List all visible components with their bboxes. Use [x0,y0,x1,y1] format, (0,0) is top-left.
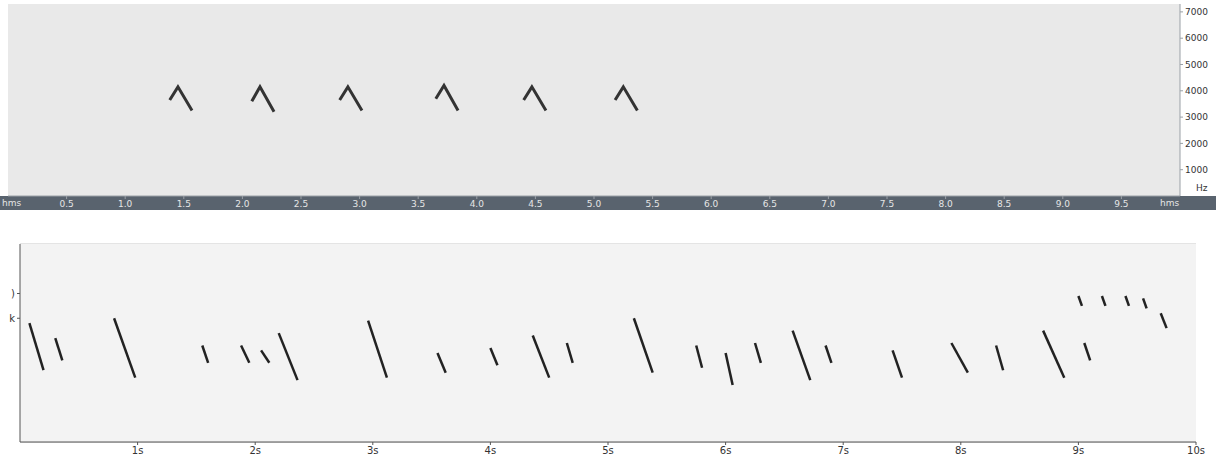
svg-text:7.0: 7.0 [821,199,836,209]
svg-text:5s: 5s [602,445,614,456]
svg-text:): ) [11,288,15,299]
svg-text:8.0: 8.0 [938,199,953,209]
svg-text:6000: 6000 [1185,33,1208,43]
svg-text:6s: 6s [720,445,732,456]
svg-text:4.5: 4.5 [528,199,542,209]
svg-text:9s: 9s [1073,445,1085,456]
html-text:hms: hms [1160,198,1180,208]
svg-text:2.5: 2.5 [294,199,308,209]
svg-text:8.5: 8.5 [997,199,1011,209]
svg-text:k: k [9,313,15,324]
svg-text:8s: 8s [955,445,967,456]
svg-text:1000: 1000 [1185,165,1208,175]
svg-text:7000: 7000 [1185,7,1208,17]
svg-text:5000: 5000 [1185,60,1208,70]
svg-text:9.5: 9.5 [1114,199,1128,209]
svg-text:7.5: 7.5 [880,199,894,209]
svg-text:7s: 7s [837,445,849,456]
svg-text:10s: 10s [1187,445,1205,456]
svg-text:2s: 2s [249,445,261,456]
svg-text:3000: 3000 [1185,112,1208,122]
svg-text:3.0: 3.0 [352,199,367,209]
svg-text:3.5: 3.5 [411,199,425,209]
svg-text:1.0: 1.0 [118,199,133,209]
svg-text:5.5: 5.5 [645,199,659,209]
svg-text:2.0: 2.0 [235,199,250,209]
svg-text:9.0: 9.0 [1056,199,1071,209]
svg-text:5.0: 5.0 [587,199,602,209]
svg-text:4.0: 4.0 [470,199,485,209]
svg-text:3s: 3s [367,445,379,456]
svg-text:4000: 4000 [1185,86,1208,96]
svg-text:4s: 4s [485,445,497,456]
svg-text:6.5: 6.5 [763,199,777,209]
svg-text:2000: 2000 [1185,139,1208,149]
svg-text:6.0: 6.0 [704,199,719,209]
svg-text:0.5: 0.5 [59,199,73,209]
html-text:Hz: Hz [1196,183,1208,193]
svg-text:1s: 1s [132,445,144,456]
svg-text:1.5: 1.5 [177,199,191,209]
html-text:hms: hms [2,198,22,208]
